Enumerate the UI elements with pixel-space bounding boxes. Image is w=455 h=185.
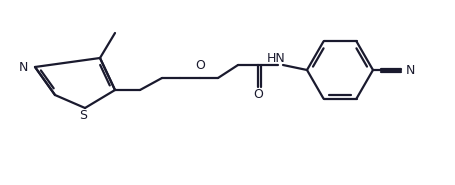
Text: S: S (79, 108, 87, 122)
Text: N: N (406, 63, 415, 77)
Text: N: N (19, 60, 28, 73)
Text: HN: HN (267, 51, 285, 65)
Text: O: O (253, 88, 263, 100)
Text: O: O (195, 59, 205, 72)
